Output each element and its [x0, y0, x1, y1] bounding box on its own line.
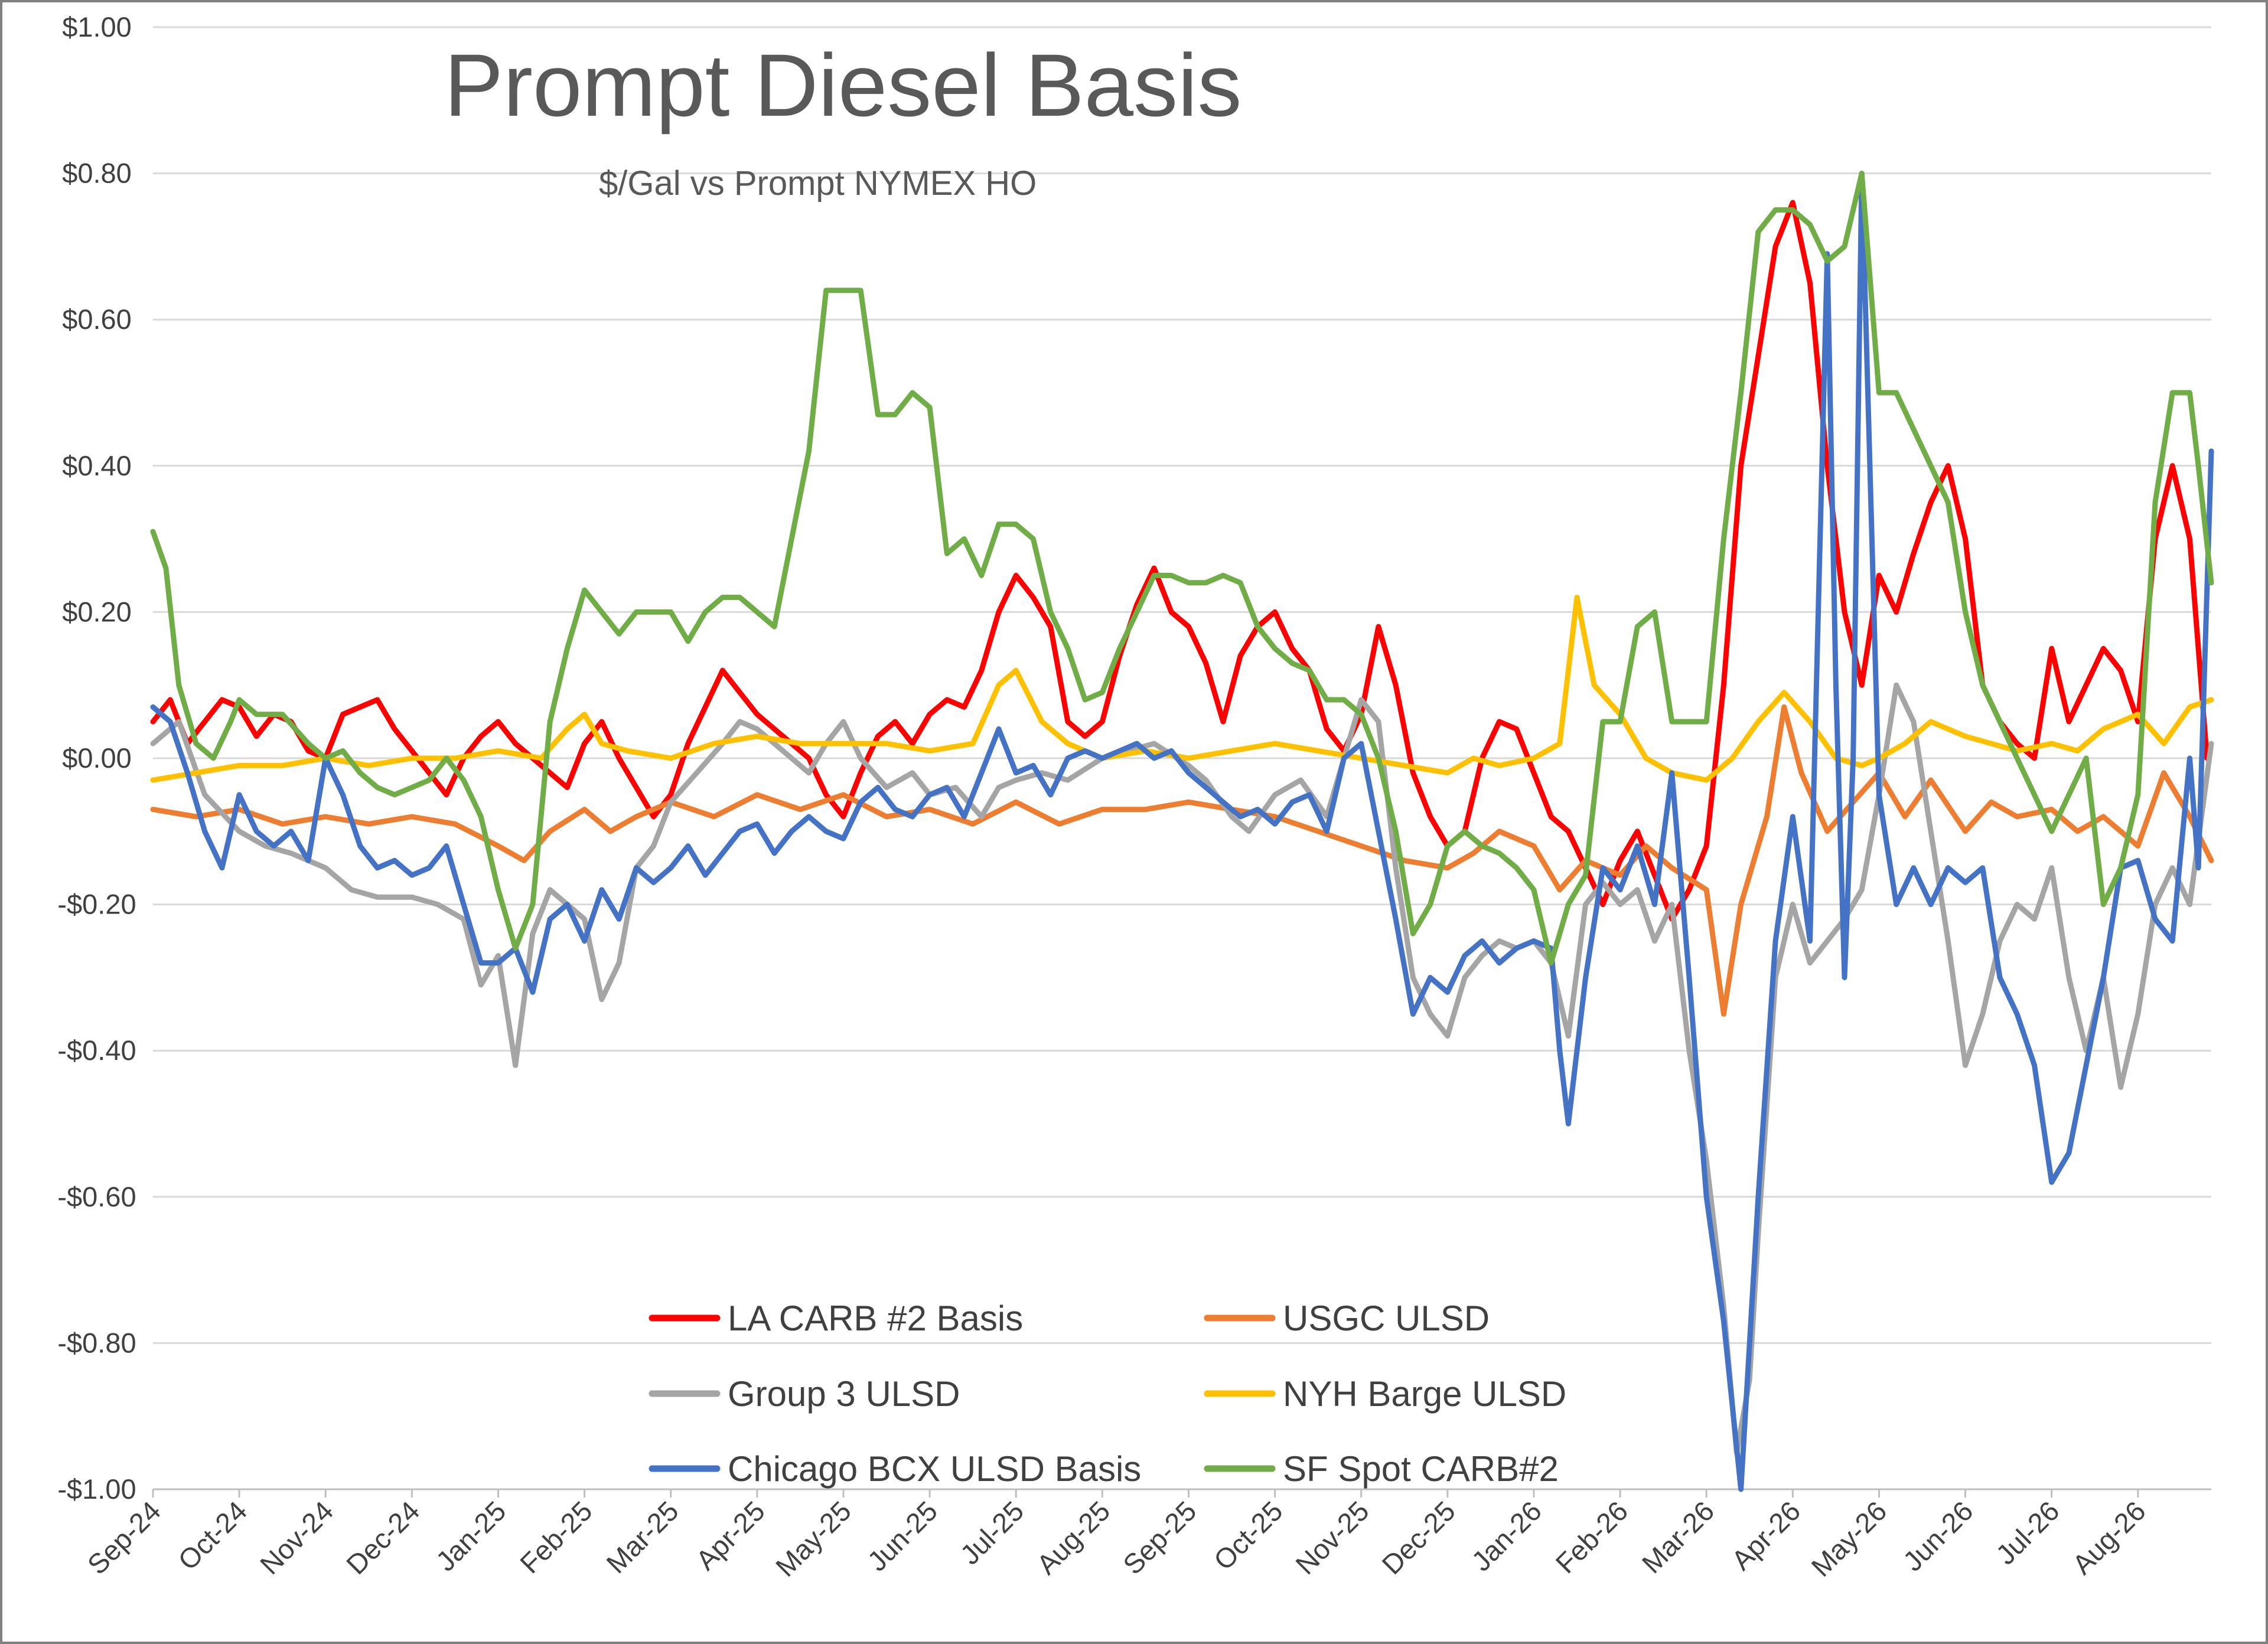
x-tick-label: Oct-24: [172, 1495, 253, 1576]
series-line-nyh-barge-ulsd: [150, 595, 2214, 783]
x-tick-label: Mar-25: [600, 1495, 685, 1580]
y-tick-label: $0.80: [62, 158, 132, 189]
x-tick-label: Jul-25: [954, 1495, 1029, 1571]
x-tick-label: Jan-25: [429, 1495, 511, 1577]
series-line-usgc-ulsd: [150, 704, 2214, 1017]
x-tick-label: Dec-25: [1376, 1495, 1461, 1581]
x-axis-tick-labels: Sep-24 Oct-24 Nov-24 Dec-24 Jan-25 Feb-25 Mar-…: [81, 1489, 2152, 1583]
x-tick-label: Aug-25: [1031, 1495, 1116, 1581]
x-tick-label: Oct-25: [1207, 1495, 1288, 1576]
legend-label: LA CARB #2 Basis: [728, 1299, 1023, 1338]
x-tick-label: Jun-26: [1897, 1495, 1979, 1577]
legend: LA CARB #2 Basis USGC ULSD Group 3 ULSD NYH…: [649, 1299, 1566, 1489]
y-tick-label: $0.40: [62, 450, 132, 481]
legend-label: NYH Barge ULSD: [1283, 1374, 1566, 1414]
y-tick-label: $0.20: [62, 596, 132, 627]
x-tick-label: Jul-26: [1990, 1495, 2065, 1571]
series-lines: [150, 171, 2214, 1492]
y-tick-label: $0.00: [62, 742, 132, 774]
x-tick-label: Sep-25: [1117, 1495, 1203, 1581]
x-tick-label: Apr-26: [1725, 1495, 1806, 1576]
x-tick-label: May-25: [770, 1495, 857, 1583]
legend-label: Chicago BCX ULSD Basis: [728, 1449, 1141, 1489]
series-line-group-3-ulsd: [150, 682, 2214, 1456]
y-tick-label: $0.60: [62, 304, 132, 335]
series-line-chicago-bcx-ulsd-basis: [150, 171, 2214, 1492]
x-tick-label: Feb-25: [514, 1495, 598, 1580]
y-tick-label: -$1.00: [57, 1473, 136, 1505]
y-tick-label: $1.00: [62, 11, 132, 43]
y-tick-label: -$0.20: [57, 889, 136, 920]
x-tick-label: Jan-26: [1465, 1495, 1547, 1577]
x-tick-label: Nov-25: [1289, 1495, 1375, 1581]
x-tick-label: Sep-24: [81, 1495, 167, 1581]
series-line-sf-spot-carb-2: [150, 171, 2214, 966]
x-tick-label: Nov-24: [254, 1495, 340, 1581]
x-tick-label: Dec-24: [340, 1495, 426, 1581]
x-tick-label: Feb-26: [1549, 1495, 1634, 1580]
x-tick-label: May-26: [1805, 1495, 1892, 1583]
chart-title: Prompt Diesel Basis: [444, 35, 1241, 135]
x-tick-label: Mar-26: [1636, 1495, 1720, 1580]
legend-label: USGC ULSD: [1283, 1299, 1490, 1338]
y-tick-label: -$0.60: [57, 1181, 136, 1212]
series-line-la-carb-2-basis: [150, 200, 2210, 922]
y-tick-label: -$0.80: [57, 1327, 136, 1358]
legend-label: Group 3 ULSD: [728, 1374, 960, 1414]
x-tick-label: Aug-26: [2066, 1495, 2152, 1581]
legend-label: SF Spot CARB#2: [1283, 1449, 1559, 1489]
x-tick-label: Apr-25: [690, 1495, 771, 1576]
x-tick-label: Jun-25: [861, 1495, 943, 1577]
chart-subtitle: $/Gal vs Prompt NYMEX HO: [599, 164, 1037, 203]
y-tick-label: -$0.40: [57, 1035, 136, 1066]
y-axis-tick-labels: $1.00 $0.80 $0.60 $0.40 $0.20 $0.00 -$0.20 -$0.…: [57, 11, 136, 1505]
